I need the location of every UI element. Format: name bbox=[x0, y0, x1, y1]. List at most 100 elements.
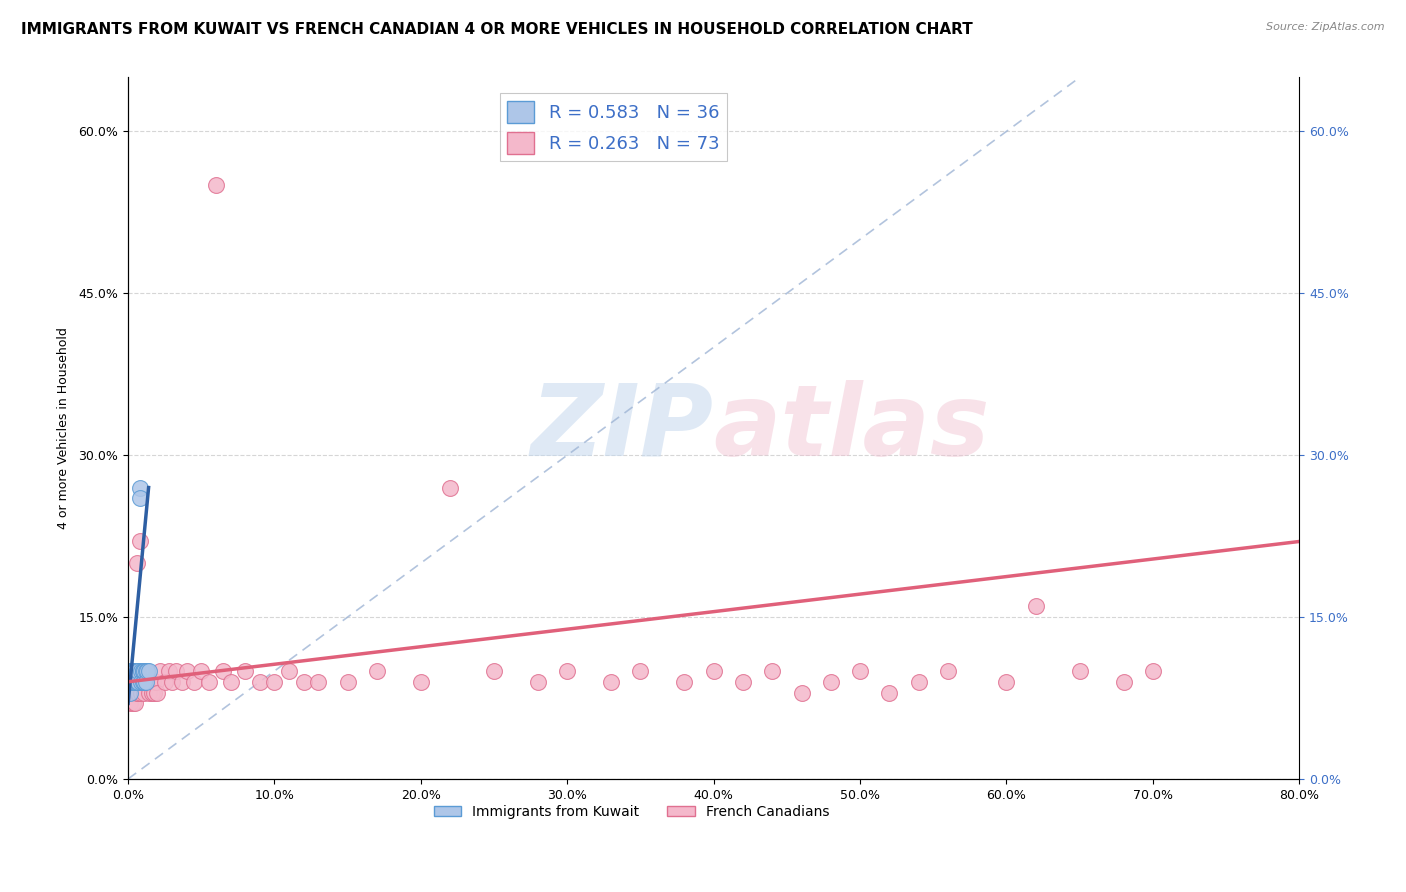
Point bbox=[132, 674, 155, 689]
Point bbox=[172, 674, 194, 689]
Point bbox=[703, 664, 725, 678]
Point bbox=[124, 674, 146, 689]
Point bbox=[121, 674, 143, 689]
Point bbox=[118, 697, 141, 711]
Point bbox=[129, 664, 152, 678]
Point bbox=[249, 674, 271, 689]
Point bbox=[165, 664, 187, 678]
Point bbox=[157, 664, 180, 678]
Point bbox=[761, 664, 783, 678]
Point bbox=[127, 664, 149, 678]
Point bbox=[336, 674, 359, 689]
Point bbox=[879, 685, 901, 699]
Point bbox=[121, 674, 143, 689]
Point bbox=[121, 664, 143, 678]
Point bbox=[134, 664, 156, 678]
Point bbox=[820, 674, 842, 689]
Point bbox=[439, 481, 461, 495]
Point bbox=[120, 674, 142, 689]
Point bbox=[936, 664, 959, 678]
Point bbox=[160, 674, 183, 689]
Point bbox=[555, 664, 578, 678]
Point bbox=[124, 674, 146, 689]
Point bbox=[205, 178, 228, 193]
Point bbox=[135, 674, 157, 689]
Point bbox=[176, 664, 198, 678]
Point bbox=[124, 697, 146, 711]
Point bbox=[124, 674, 146, 689]
Point bbox=[482, 664, 505, 678]
Point bbox=[129, 685, 152, 699]
Point bbox=[134, 685, 156, 699]
Point bbox=[190, 664, 212, 678]
Point bbox=[122, 674, 145, 689]
Point bbox=[630, 664, 652, 678]
Point bbox=[278, 664, 301, 678]
Point bbox=[129, 674, 152, 689]
Point bbox=[197, 674, 219, 689]
Point bbox=[128, 674, 150, 689]
Point bbox=[127, 674, 149, 689]
Point bbox=[120, 664, 142, 678]
Point bbox=[121, 697, 143, 711]
Point bbox=[527, 674, 550, 689]
Point bbox=[120, 664, 142, 678]
Point bbox=[128, 491, 150, 506]
Point bbox=[122, 685, 145, 699]
Point bbox=[122, 674, 145, 689]
Point bbox=[118, 685, 141, 699]
Point bbox=[120, 674, 142, 689]
Point bbox=[1069, 664, 1091, 678]
Point bbox=[138, 685, 160, 699]
Point bbox=[153, 674, 176, 689]
Point bbox=[124, 664, 146, 678]
Text: ZIP: ZIP bbox=[530, 380, 714, 476]
Legend: Immigrants from Kuwait, French Canadians: Immigrants from Kuwait, French Canadians bbox=[427, 799, 835, 824]
Point bbox=[136, 674, 159, 689]
Point bbox=[183, 674, 205, 689]
Point bbox=[122, 664, 145, 678]
Point bbox=[145, 674, 167, 689]
Point bbox=[120, 685, 142, 699]
Point bbox=[1112, 674, 1135, 689]
Point bbox=[134, 674, 156, 689]
Point bbox=[907, 674, 929, 689]
Point bbox=[132, 674, 155, 689]
Text: atlas: atlas bbox=[714, 380, 990, 476]
Point bbox=[1025, 599, 1047, 614]
Point bbox=[233, 664, 256, 678]
Point bbox=[219, 674, 242, 689]
Point bbox=[139, 674, 162, 689]
Point bbox=[125, 664, 148, 678]
Text: Source: ZipAtlas.com: Source: ZipAtlas.com bbox=[1267, 22, 1385, 32]
Point bbox=[1142, 664, 1164, 678]
Point bbox=[141, 685, 163, 699]
Point bbox=[409, 674, 432, 689]
Point bbox=[128, 481, 150, 495]
Point bbox=[366, 664, 388, 678]
Point bbox=[731, 674, 754, 689]
Point bbox=[146, 685, 169, 699]
Point bbox=[129, 674, 152, 689]
Point bbox=[127, 685, 149, 699]
Point bbox=[127, 664, 149, 678]
Point bbox=[212, 664, 235, 678]
Point bbox=[132, 664, 155, 678]
Point bbox=[135, 674, 157, 689]
Point bbox=[142, 674, 165, 689]
Point bbox=[673, 674, 696, 689]
Point bbox=[135, 664, 157, 678]
Point bbox=[600, 674, 623, 689]
Point bbox=[292, 674, 315, 689]
Point bbox=[124, 664, 146, 678]
Point bbox=[122, 674, 145, 689]
Point bbox=[149, 664, 172, 678]
Point bbox=[118, 674, 141, 689]
Point bbox=[125, 674, 148, 689]
Point bbox=[121, 664, 143, 678]
Point bbox=[132, 664, 155, 678]
Point bbox=[122, 664, 145, 678]
Point bbox=[263, 674, 285, 689]
Point bbox=[138, 664, 160, 678]
Point bbox=[125, 556, 148, 570]
